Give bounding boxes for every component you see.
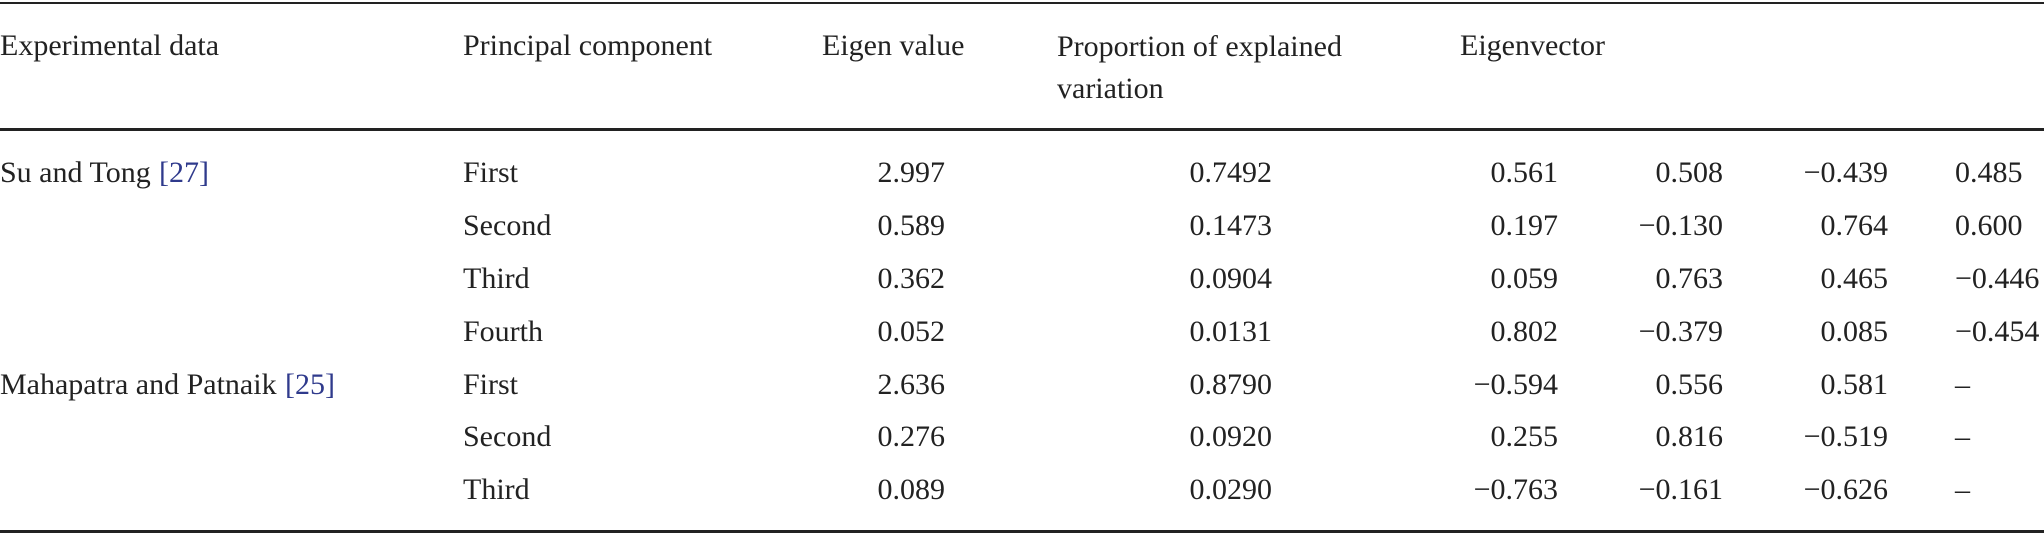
value-cell: −0.379 <box>1638 315 1723 348</box>
value-cell: 2.636 <box>877 368 946 401</box>
component: Second <box>463 420 552 453</box>
value-cell: 0.600 <box>1955 209 2023 242</box>
value-cell: −0.439 <box>1803 156 1888 189</box>
value-cell: −0.161 <box>1638 473 1723 506</box>
value-cell: 0.589 <box>877 209 946 242</box>
component: Second <box>463 209 552 242</box>
value-cell: 0.362 <box>877 262 946 295</box>
component: First <box>463 156 519 189</box>
value-cell: 0.581 <box>1820 368 1889 401</box>
value-cell: 0.8790 <box>1189 368 1273 401</box>
header-rule <box>0 128 2044 131</box>
component: Third <box>463 262 530 295</box>
column-header: Proportion of explained variation <box>1057 30 1342 105</box>
value-cell: – <box>1955 473 1970 506</box>
column-header: Experimental data <box>0 29 220 62</box>
value-cell: 0.197 <box>1490 209 1559 242</box>
reference-link[interactable]: [27] <box>159 156 209 189</box>
value-cell: −0.454 <box>1955 315 2040 348</box>
value-cell: 0.0290 <box>1189 473 1273 506</box>
value-cell: 0.465 <box>1820 262 1889 295</box>
experiment-name: Su and Tong <box>0 156 151 189</box>
value-cell: 0.052 <box>877 315 946 348</box>
reference-link[interactable]: [25] <box>285 368 335 401</box>
value-cell: 0.0920 <box>1189 420 1273 453</box>
value-cell: 0.802 <box>1490 315 1559 348</box>
value-cell: 0.556 <box>1655 368 1724 401</box>
column-header: Principal component <box>463 29 713 62</box>
column-header: Eigenvector <box>1460 29 1605 62</box>
value-cell: −0.130 <box>1638 209 1723 242</box>
value-cell: 0.089 <box>877 473 946 506</box>
value-cell: – <box>1955 420 1970 453</box>
value-cell: 0.276 <box>877 420 946 453</box>
value-cell: 0.7492 <box>1189 156 1273 189</box>
value-cell: 0.255 <box>1490 420 1559 453</box>
component: Fourth <box>463 315 544 348</box>
value-cell: −0.519 <box>1803 420 1888 453</box>
value-cell: 0.816 <box>1655 420 1724 453</box>
column-header: Eigen value <box>822 29 965 62</box>
value-cell: 0.0131 <box>1189 315 1273 348</box>
value-cell: 0.059 <box>1490 262 1559 295</box>
value-cell: 0.085 <box>1820 315 1889 348</box>
component: Third <box>463 473 530 506</box>
value-cell: 2.997 <box>877 156 946 189</box>
value-cell: 0.508 <box>1655 156 1724 189</box>
value-cell: 0.561 <box>1490 156 1559 189</box>
value-cell: 0.764 <box>1820 209 1889 242</box>
component: First <box>463 368 519 401</box>
value-cell: – <box>1955 368 1970 401</box>
top-rule <box>0 2 2044 4</box>
value-cell: −0.594 <box>1473 368 1558 401</box>
value-cell: 0.1473 <box>1189 209 1273 242</box>
value-cell: 0.485 <box>1955 156 2023 189</box>
value-cell: 0.763 <box>1655 262 1724 295</box>
bottom-rule <box>0 530 2044 533</box>
value-cell: −0.446 <box>1955 262 2040 295</box>
value-cell: −0.763 <box>1473 473 1558 506</box>
value-cell: −0.626 <box>1803 473 1888 506</box>
value-cell: 0.0904 <box>1189 262 1273 295</box>
experiment-name: Mahapatra and Patnaik <box>0 368 277 401</box>
